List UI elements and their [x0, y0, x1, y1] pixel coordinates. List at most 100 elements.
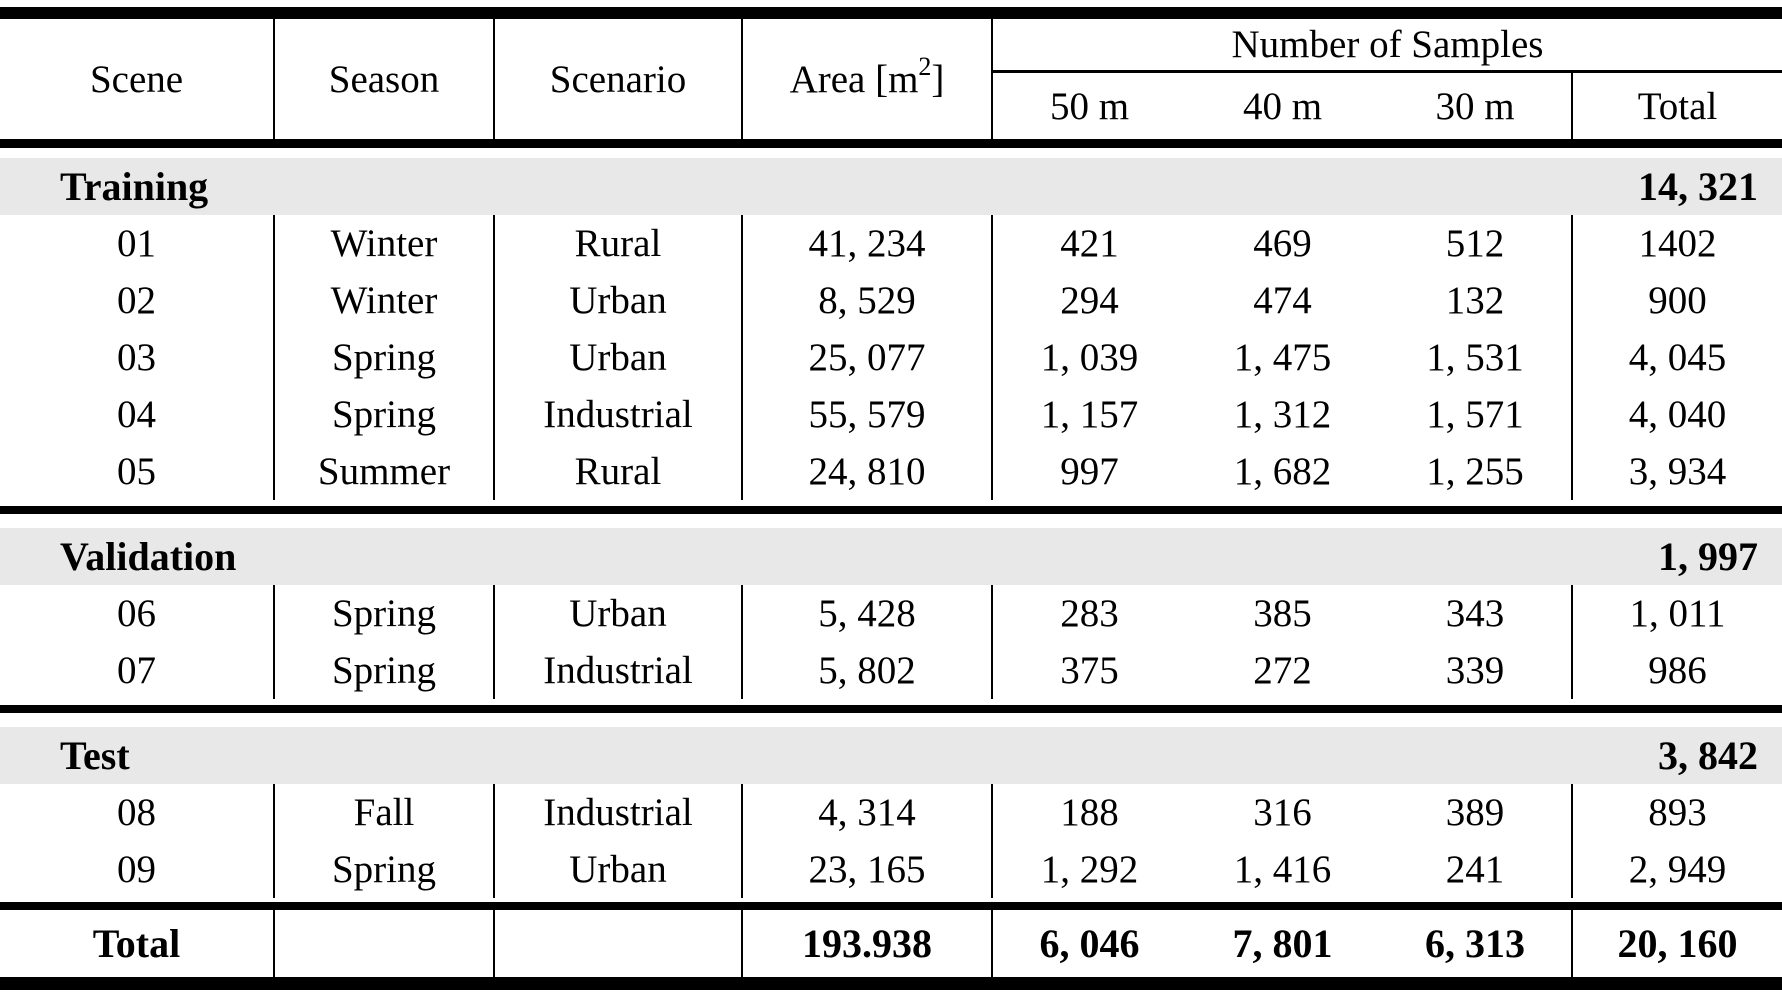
- table-row: 03 Spring Urban 25, 077 1, 039 1, 475 1,…: [0, 329, 1782, 386]
- section-separator: [0, 699, 1782, 727]
- header-cell-scene: Scene: [0, 19, 275, 139]
- cell-samples-40m: 469: [1253, 222, 1312, 265]
- cell-row-total: 893: [1648, 791, 1707, 834]
- cell-scene: 03: [0, 329, 275, 386]
- cell-scenario: Urban: [495, 585, 743, 642]
- cell-samples-40m: 385: [1253, 592, 1312, 635]
- section-band: Test 3, 842: [0, 727, 1782, 784]
- cell-scenario: Industrial: [495, 642, 743, 699]
- cell-samples-30m: 132: [1379, 272, 1573, 329]
- cell-scene: 05: [0, 443, 275, 500]
- top-rule: [0, 7, 1782, 19]
- table-row: 05 Summer Rural 24, 810 997 1, 682 1, 25…: [0, 443, 1782, 500]
- cell-season: Spring: [275, 642, 495, 699]
- table-row: 06 Spring Urban 5, 428 283 385 343 1, 01…: [0, 585, 1782, 642]
- cell-samples-50m: 375: [1060, 649, 1119, 692]
- cell-samples-30m: 1, 571: [1379, 386, 1573, 443]
- cell-samples-50m: 1, 292: [1040, 848, 1139, 891]
- footer-cell-season: [275, 910, 495, 977]
- cell-season: Winter: [275, 272, 495, 329]
- cell-samples-30m: 1, 255: [1379, 443, 1573, 500]
- cell-samples-30m: 343: [1379, 585, 1573, 642]
- table-row: 08 Fall Industrial 4, 314 188 316 389 89…: [0, 784, 1782, 841]
- grand-total-row: Total 193.938 6, 046 7, 801 6, 313 20, 1…: [0, 910, 1782, 977]
- cell-samples-30m: 241: [1379, 841, 1573, 898]
- cell-row-total: 2, 949: [1628, 848, 1727, 891]
- section-band: Training 14, 321: [0, 158, 1782, 215]
- cell-area: 55, 579: [743, 386, 993, 443]
- cell-season: Winter: [275, 215, 495, 272]
- table-row: 04 Spring Industrial 55, 579 1, 157 1, 3…: [0, 386, 1782, 443]
- cell-samples-40m: 1, 312: [1233, 393, 1332, 436]
- cell-scene: 09: [0, 841, 275, 898]
- cell-samples-30m: 339: [1379, 642, 1573, 699]
- cell-season: Fall: [275, 784, 495, 841]
- footer-cell-scenario: [495, 910, 743, 977]
- cell-scenario: Industrial: [495, 386, 743, 443]
- cell-samples-40m: 474: [1253, 279, 1312, 322]
- section-separator: [0, 500, 1782, 528]
- cell-scene: 07: [0, 642, 275, 699]
- table-body: Training 14, 321 01 Winter Rural 41, 234…: [0, 158, 1782, 898]
- cell-scenario: Urban: [495, 329, 743, 386]
- section-rule: [0, 506, 1782, 514]
- header-cell-30m: 30 m: [1379, 73, 1573, 139]
- cell-area: 5, 428: [743, 585, 993, 642]
- cell-scene: 01: [0, 215, 275, 272]
- cell-scenario: Industrial: [495, 784, 743, 841]
- header-cell-50m: 50 m: [1049, 84, 1130, 128]
- section-band: Validation 1, 997: [0, 528, 1782, 585]
- cell-scene: 04: [0, 386, 275, 443]
- cell-samples-40m: 272: [1253, 649, 1312, 692]
- cell-samples-50m: 421: [1060, 222, 1119, 265]
- footer-cell-total: 20, 160: [1617, 920, 1738, 966]
- cell-scenario: Urban: [495, 272, 743, 329]
- cell-samples-40m: 1, 475: [1233, 336, 1332, 379]
- section-total: 1, 997: [1658, 534, 1758, 579]
- cell-row-total: 3, 934: [1628, 450, 1727, 493]
- cell-season: Summer: [275, 443, 495, 500]
- cell-samples-30m: 389: [1379, 784, 1573, 841]
- footer-cell-30m: 6, 313: [1379, 910, 1573, 977]
- header-cell-samples-total: Total: [1637, 84, 1718, 128]
- header-bottom-rule: [0, 139, 1782, 148]
- cell-season: Spring: [275, 585, 495, 642]
- section-rule: [0, 705, 1782, 713]
- cell-row-total: 4, 045: [1628, 336, 1727, 379]
- footer-cell-label: Total: [0, 910, 275, 977]
- cell-area: 5, 802: [743, 642, 993, 699]
- cell-scenario: Urban: [495, 841, 743, 898]
- cell-samples-50m: 188: [1060, 791, 1119, 834]
- table-row: 09 Spring Urban 23, 165 1, 292 1, 416 24…: [0, 841, 1782, 898]
- table-row: 02 Winter Urban 8, 529 294 474 132 900: [0, 272, 1782, 329]
- section-label: Training: [60, 164, 209, 209]
- footer-cell-area: 193.938: [743, 910, 993, 977]
- cell-area: 23, 165: [743, 841, 993, 898]
- bottom-rule: [0, 977, 1782, 990]
- section-label: Test: [60, 733, 130, 778]
- section-total: 3, 842: [1658, 733, 1758, 778]
- cell-samples-40m: 1, 416: [1233, 848, 1332, 891]
- cell-samples-40m: 316: [1253, 791, 1312, 834]
- cell-scenario: Rural: [495, 215, 743, 272]
- cell-row-total: 1402: [1638, 222, 1717, 265]
- table-row: 01 Winter Rural 41, 234 421 469 512 1402: [0, 215, 1782, 272]
- section-total: 14, 321: [1638, 164, 1758, 209]
- cell-samples-50m: 294: [1060, 279, 1119, 322]
- cell-season: Spring: [275, 329, 495, 386]
- cell-scene: 02: [0, 272, 275, 329]
- cell-row-total: 986: [1648, 649, 1707, 692]
- cell-area: 4, 314: [743, 784, 993, 841]
- header-cell-area: Area [m 2]: [743, 19, 993, 139]
- header-group-number-of-samples: Number of Samples: [993, 19, 1782, 73]
- cell-samples-50m: 283: [1060, 592, 1119, 635]
- cell-season: Spring: [275, 841, 495, 898]
- cell-season: Spring: [275, 386, 495, 443]
- footer-cell-50m: 6, 046: [1039, 920, 1140, 966]
- cell-samples-50m: 997: [1060, 450, 1119, 493]
- cell-samples-30m: 512: [1379, 215, 1573, 272]
- section-label: Validation: [60, 534, 237, 579]
- cell-scenario: Rural: [495, 443, 743, 500]
- header-cell-40m: 40 m: [1242, 84, 1323, 128]
